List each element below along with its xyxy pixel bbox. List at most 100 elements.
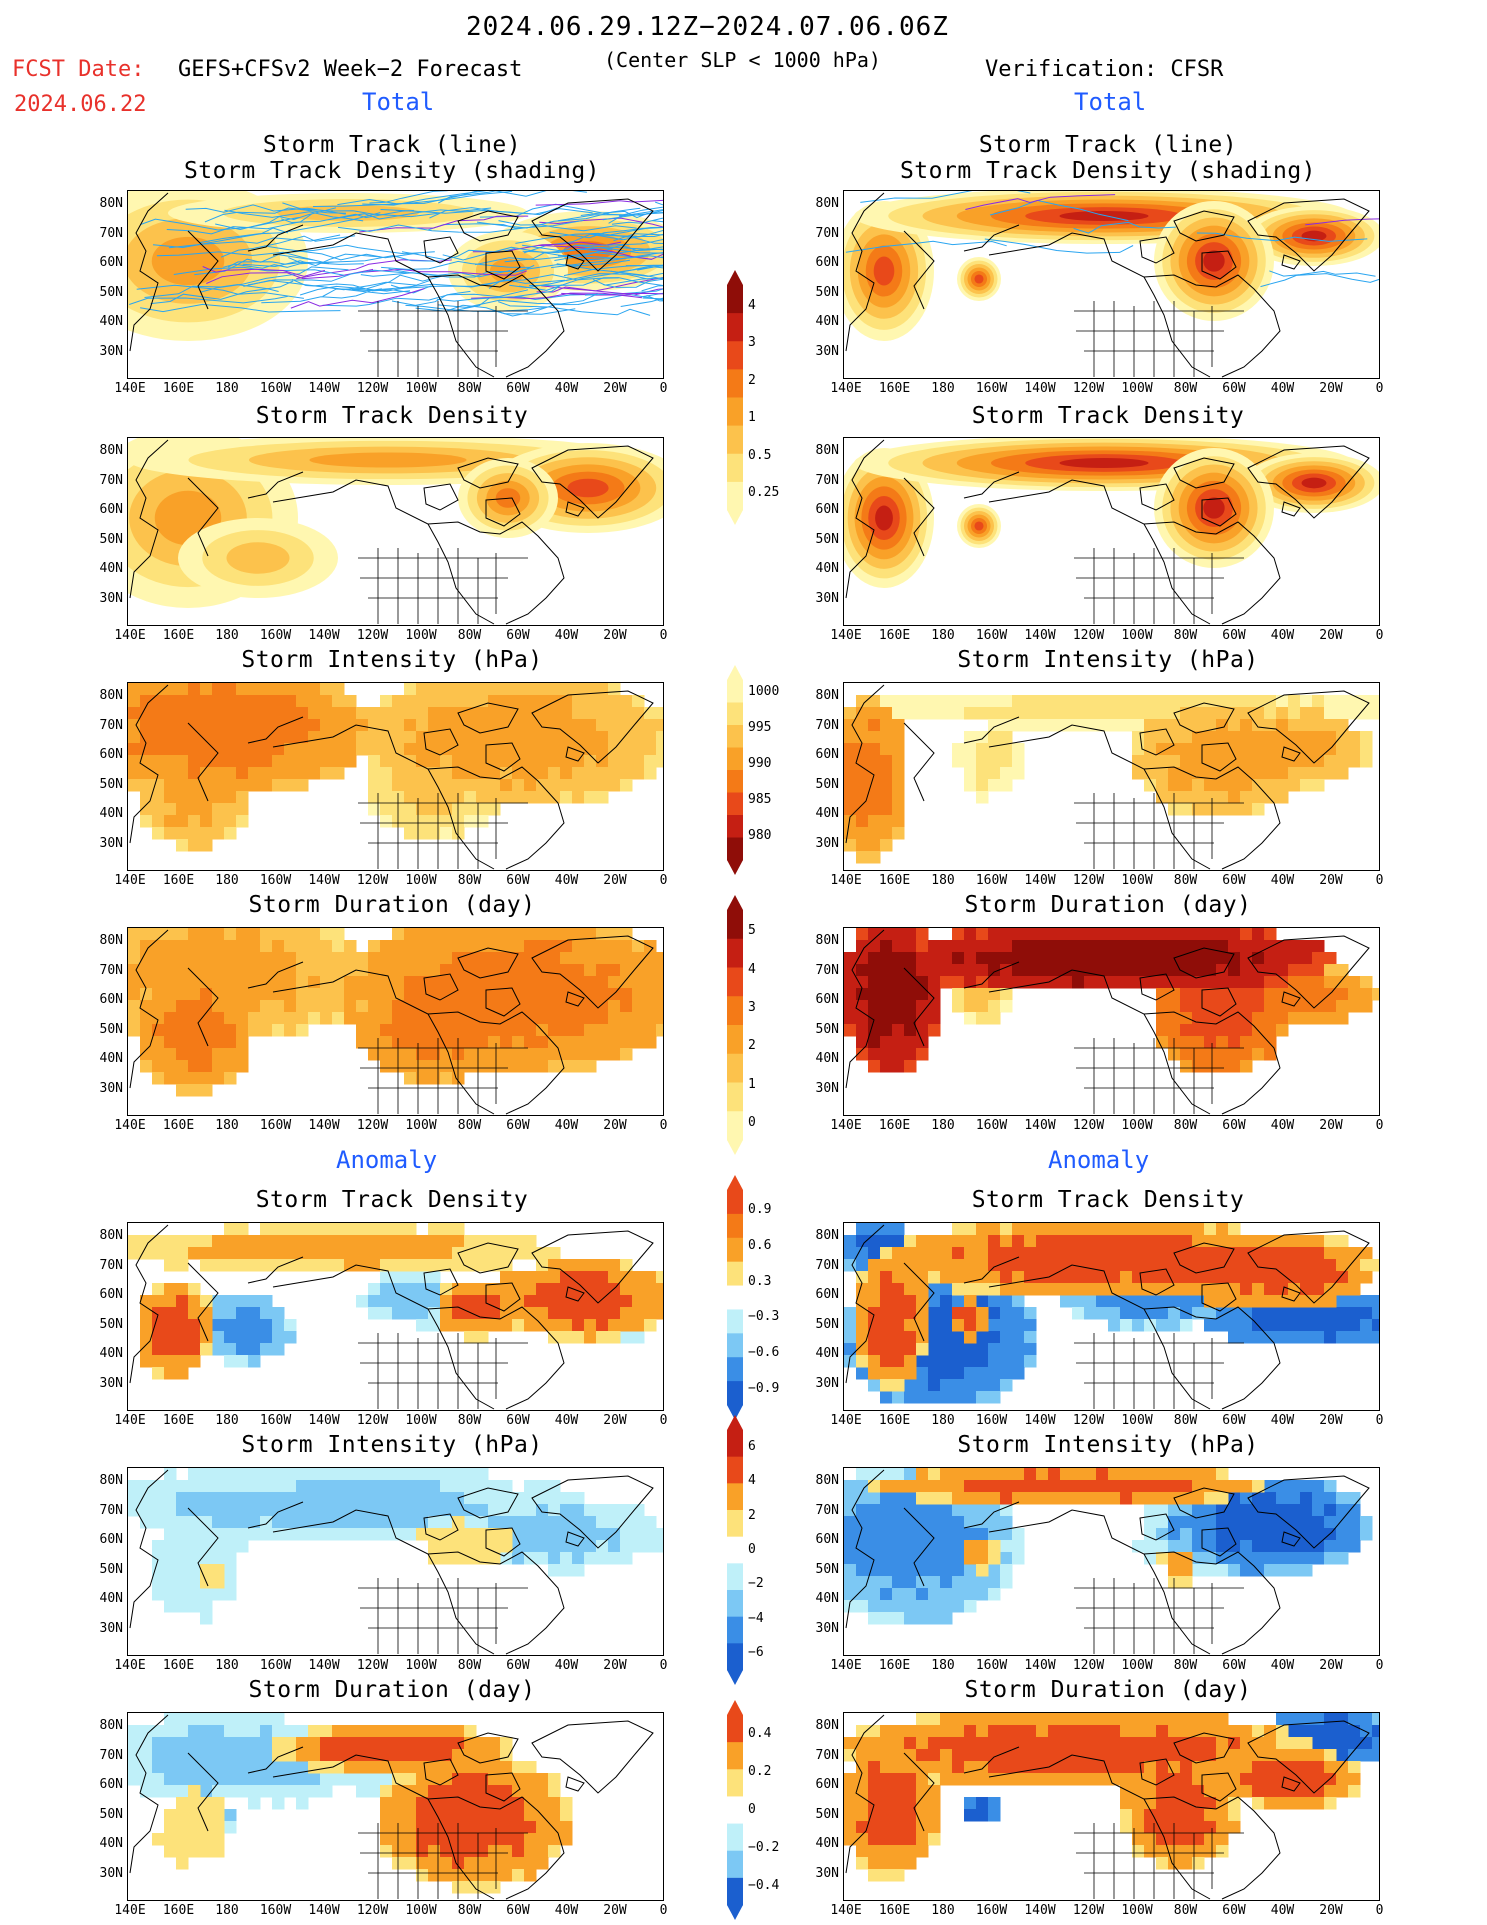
shade-cell <box>332 719 345 732</box>
shade-cell <box>236 1319 249 1332</box>
shade-cell <box>452 1809 465 1822</box>
shade-cell <box>940 1343 953 1356</box>
lat-label: 30N <box>815 590 839 606</box>
shade-cell <box>1024 707 1037 720</box>
shade-cell <box>1024 1319 1037 1332</box>
shade-cell <box>140 1343 153 1356</box>
shade-cell <box>892 1857 905 1870</box>
shade-cell <box>940 940 953 953</box>
shade-cell <box>1300 1283 1313 1296</box>
shade-cell <box>236 1060 249 1073</box>
shade-cell <box>964 1247 977 1260</box>
shade-cell <box>1276 1749 1289 1762</box>
shade-cell <box>928 1480 941 1493</box>
shade-cell <box>1228 1785 1241 1798</box>
shade-cell <box>200 1737 213 1750</box>
shade-cell <box>656 743 663 756</box>
shade-cell <box>212 1833 225 1846</box>
shade-cell <box>236 803 249 816</box>
map-anom-duration-verif <box>843 1712 1380 1901</box>
shade-cell <box>368 743 381 756</box>
shade-cell <box>976 1504 989 1517</box>
shade-cell <box>200 1540 213 1553</box>
shade-cell <box>452 1504 465 1517</box>
shade-cell <box>1276 1480 1289 1493</box>
shade-cell <box>892 1737 905 1750</box>
shade-cell <box>1060 928 1073 941</box>
lon-label: 20W <box>603 1413 627 1428</box>
shade-cell <box>260 707 273 720</box>
shade-cell <box>596 1319 609 1332</box>
shade-cell <box>1276 964 1289 977</box>
shade-cell <box>976 928 989 941</box>
shade-cell <box>548 1000 561 1013</box>
shade-cell <box>1240 1785 1253 1798</box>
coastline <box>1201 742 1237 772</box>
shade-cell <box>1348 731 1361 744</box>
shade-cell <box>512 791 525 804</box>
shade-cell <box>904 1259 917 1272</box>
shade-cell <box>344 707 357 720</box>
shade-cell <box>856 1223 869 1236</box>
shade-cell <box>1144 719 1157 732</box>
shade-cell <box>428 1072 441 1085</box>
shade-cell <box>152 1024 165 1037</box>
coastline <box>423 728 459 756</box>
shade-cell <box>952 1492 965 1505</box>
shade-cell <box>1348 1516 1361 1529</box>
shade-cell <box>976 755 989 768</box>
lon-label: 180 <box>931 1658 955 1673</box>
shade-cell <box>632 1295 645 1308</box>
shade-cell <box>868 1012 881 1025</box>
shade-cell <box>1192 1480 1205 1493</box>
coastline <box>1281 1531 1301 1547</box>
shade-cell <box>1060 1259 1073 1272</box>
shade-cell <box>1144 1761 1157 1774</box>
shade-cell <box>1192 1785 1205 1798</box>
shade-cell <box>1132 1480 1145 1493</box>
shade-cell <box>128 1492 141 1505</box>
shade-cell <box>200 743 213 756</box>
shade-cell <box>1264 1564 1277 1577</box>
shade-cell <box>608 1036 621 1049</box>
coastline <box>1247 445 1370 519</box>
shade-cell <box>1264 940 1277 953</box>
shade-cell <box>224 1468 237 1481</box>
shade-cell <box>452 767 465 780</box>
shade-cell <box>572 964 585 977</box>
colorbar-segment <box>727 967 743 997</box>
shade-cell <box>404 1036 417 1049</box>
shade-cell <box>488 1737 501 1750</box>
shade-cell <box>404 1725 417 1738</box>
coastline <box>963 716 1020 744</box>
storm-track-line <box>206 268 374 284</box>
lon-label: 40W <box>1270 628 1295 643</box>
shade-cell <box>236 1355 249 1368</box>
shade-cell <box>1096 952 1109 965</box>
shade-cell <box>584 1000 597 1013</box>
storm-track-line <box>1260 273 1379 288</box>
shade-cell <box>1012 1737 1025 1750</box>
shade-cell <box>988 1343 1001 1356</box>
shade-cell <box>1156 1785 1169 1798</box>
shade-cell <box>880 1528 893 1541</box>
shade-cell <box>128 695 141 708</box>
shade-cell <box>892 1024 905 1037</box>
shade-cell <box>1228 1024 1241 1037</box>
shade-cell <box>500 1821 513 1834</box>
shade-cell <box>608 1319 621 1332</box>
colorbar-segment <box>727 770 743 793</box>
shade-cell <box>1312 1761 1325 1774</box>
shade-cell <box>200 767 213 780</box>
shade-cell <box>608 1048 621 1061</box>
shade-cell <box>164 1012 177 1025</box>
shade-cell <box>1264 1319 1277 1332</box>
shade-cell <box>512 1060 525 1073</box>
shade-cell <box>452 683 465 696</box>
shade-cell <box>1204 755 1217 768</box>
shade-cell <box>904 1036 917 1049</box>
shade-cell <box>452 755 465 768</box>
shade-cell <box>548 755 561 768</box>
shade-contour <box>873 256 895 286</box>
shade-cell <box>656 1283 663 1296</box>
